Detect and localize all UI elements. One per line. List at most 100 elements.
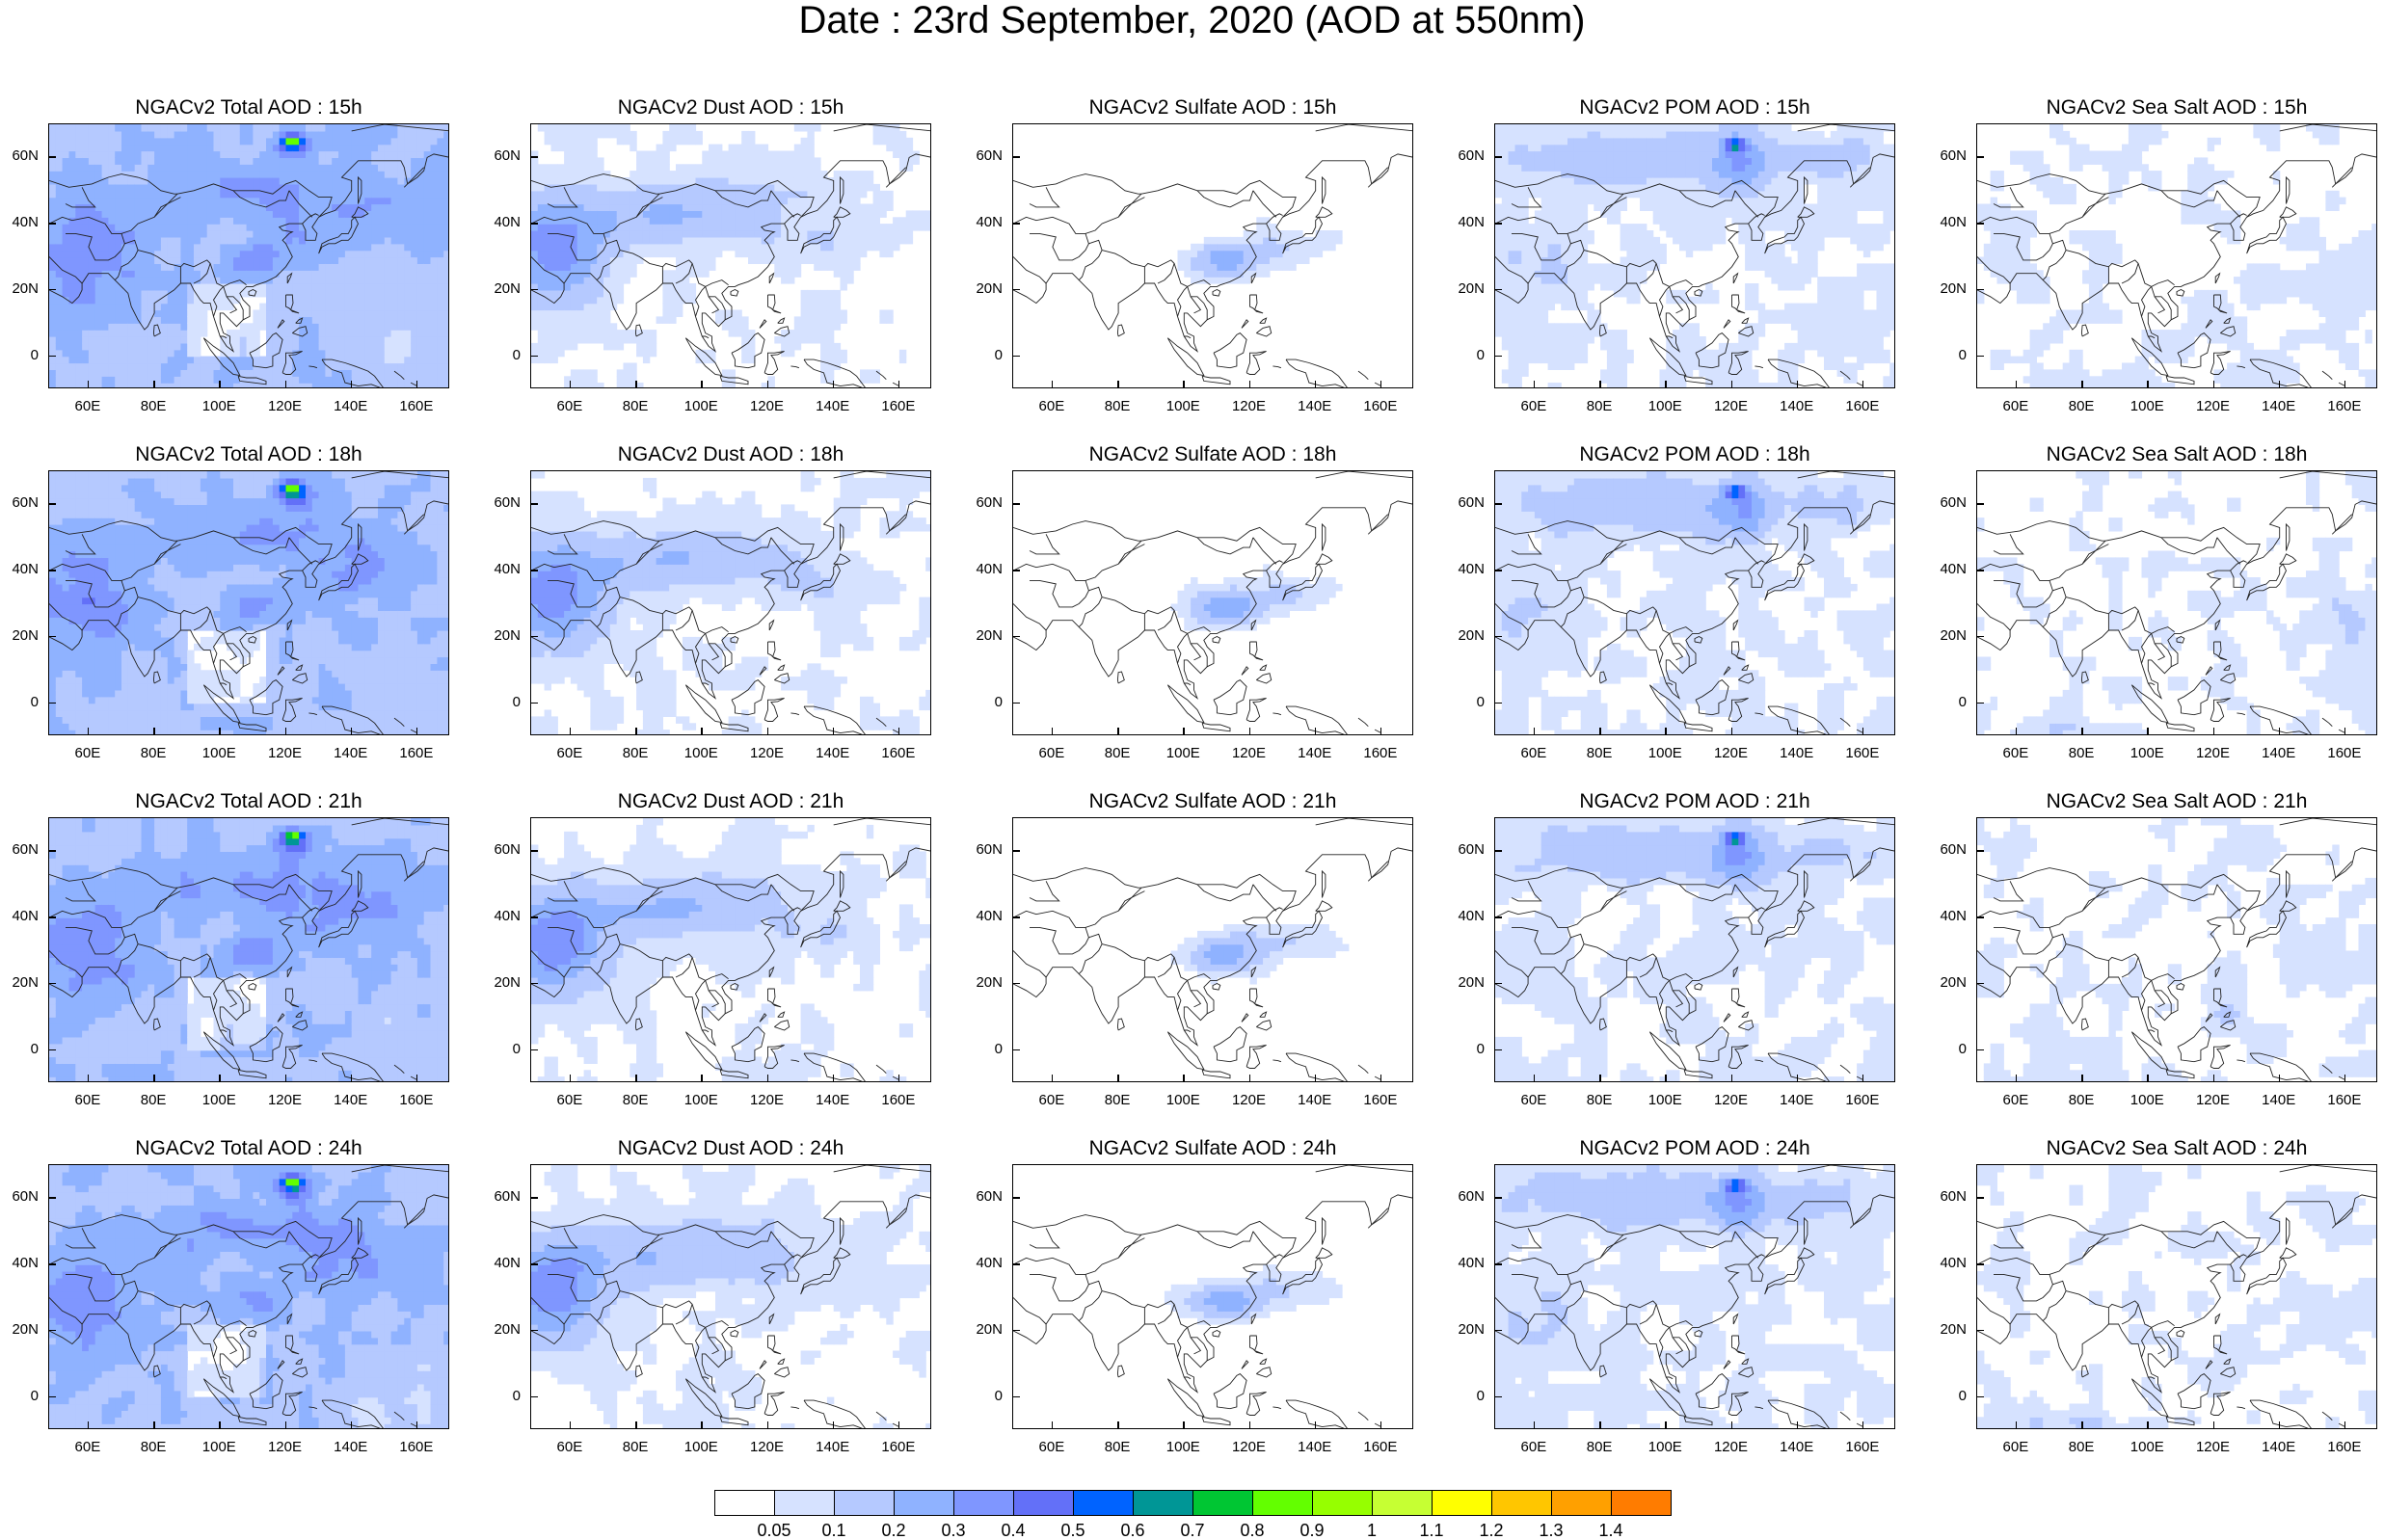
aod-field-map (1977, 471, 2377, 735)
x-tick-mark (416, 1075, 418, 1082)
colorbar-swatch (953, 1490, 1014, 1516)
x-tick-label: 120E (743, 746, 791, 761)
y-tick-mark (530, 1396, 538, 1398)
x-tick-label: 100E (2123, 1440, 2171, 1455)
map-plot-area (1976, 123, 2377, 388)
y-tick-mark (48, 503, 56, 505)
x-tick-label: 60E (1510, 1440, 1558, 1455)
x-tick-label: 160E (392, 1093, 441, 1108)
y-tick-mark (48, 1049, 56, 1051)
x-tick-mark (2279, 381, 2281, 388)
y-tick-mark (1976, 223, 1984, 225)
y-tick-mark (530, 1263, 538, 1265)
panel-title: NGACv2 Total AOD : 18h (48, 443, 449, 466)
colorbar-swatch (1372, 1490, 1433, 1516)
map-plot-area (1012, 470, 1413, 735)
y-tick-mark (1494, 636, 1502, 638)
map-plot-area (1976, 470, 2377, 735)
y-tick-mark (530, 570, 538, 571)
x-tick-mark (1052, 381, 1054, 388)
y-tick-label: 20N (968, 281, 1003, 297)
x-tick-label: 140E (327, 746, 375, 761)
x-tick-label: 80E (1575, 1440, 1623, 1455)
map-plot-area (48, 470, 449, 735)
colorbar-swatch (774, 1490, 835, 1516)
x-tick-mark (153, 381, 155, 388)
x-tick-label: 60E (1510, 746, 1558, 761)
x-tick-mark (898, 728, 900, 735)
x-tick-label: 120E (1225, 1440, 1273, 1455)
y-tick-label: 20N (4, 628, 39, 644)
aod-field-map (1977, 818, 2377, 1082)
y-tick-label: 0 (486, 695, 521, 710)
x-tick-label: 80E (611, 1093, 659, 1108)
x-tick-label: 100E (195, 746, 243, 761)
x-tick-mark (767, 381, 769, 388)
y-tick-label: 40N (4, 215, 39, 230)
colorbar-label: 0.4 (989, 1521, 1037, 1540)
aod-field-map (1495, 1165, 1895, 1429)
x-tick-mark (2147, 728, 2149, 735)
x-tick-mark (570, 381, 572, 388)
x-tick-mark (2344, 1421, 2346, 1429)
y-tick-label: 60N (1450, 842, 1485, 858)
x-tick-label: 80E (2057, 1440, 2105, 1455)
x-tick-mark (1797, 1075, 1799, 1082)
x-tick-mark (635, 1075, 637, 1082)
aod-field-map (1013, 818, 1413, 1082)
aod-field-map (49, 1165, 449, 1429)
y-tick-mark (48, 850, 56, 852)
y-tick-label: 60N (968, 842, 1003, 858)
y-tick-label: 60N (1932, 495, 1967, 511)
x-tick-label: 60E (546, 1093, 594, 1108)
x-tick-mark (88, 728, 90, 735)
x-tick-label: 120E (261, 399, 309, 414)
colorbar-label: 0.05 (750, 1521, 798, 1540)
x-tick-label: 160E (874, 399, 923, 414)
x-tick-label: 160E (1838, 1093, 1887, 1108)
x-tick-label: 120E (1707, 1093, 1755, 1108)
map-plot-area (48, 123, 449, 388)
y-tick-mark (1012, 1197, 1020, 1199)
x-tick-mark (1052, 1075, 1054, 1082)
y-tick-label: 40N (486, 215, 521, 230)
y-tick-label: 40N (1932, 562, 1967, 577)
x-tick-label: 60E (64, 746, 112, 761)
colorbar-swatch (1192, 1490, 1253, 1516)
y-tick-mark (1494, 156, 1502, 158)
y-tick-label: 20N (968, 628, 1003, 644)
panel-title: NGACv2 Dust AOD : 18h (530, 443, 931, 466)
y-tick-mark (1494, 1330, 1502, 1332)
x-tick-label: 120E (2189, 1440, 2237, 1455)
x-tick-label: 100E (1641, 746, 1689, 761)
y-tick-label: 40N (968, 562, 1003, 577)
x-tick-label: 60E (1510, 399, 1558, 414)
panel-title: NGACv2 Dust AOD : 21h (530, 790, 931, 813)
x-tick-label: 60E (1510, 1093, 1558, 1108)
x-tick-mark (1731, 1421, 1733, 1429)
x-tick-mark (2147, 1421, 2149, 1429)
map-plot-area (1012, 1164, 1413, 1429)
x-tick-mark (570, 1421, 572, 1429)
x-tick-label: 60E (546, 399, 594, 414)
colorbar-swatch (1312, 1490, 1373, 1516)
map-plot-area (1012, 817, 1413, 1082)
x-tick-mark (898, 381, 900, 388)
y-tick-mark (48, 983, 56, 985)
panel-title: NGACv2 Dust AOD : 24h (530, 1137, 931, 1160)
y-tick-mark (1012, 916, 1020, 918)
x-tick-label: 60E (1992, 1093, 2040, 1108)
colorbar-label: 0.8 (1228, 1521, 1276, 1540)
x-tick-mark (1183, 1421, 1185, 1429)
aod-field-map (531, 471, 931, 735)
x-tick-label: 120E (2189, 399, 2237, 414)
x-tick-label: 140E (1773, 1093, 1821, 1108)
colorbar-swatch (1133, 1490, 1193, 1516)
x-tick-mark (2081, 728, 2083, 735)
